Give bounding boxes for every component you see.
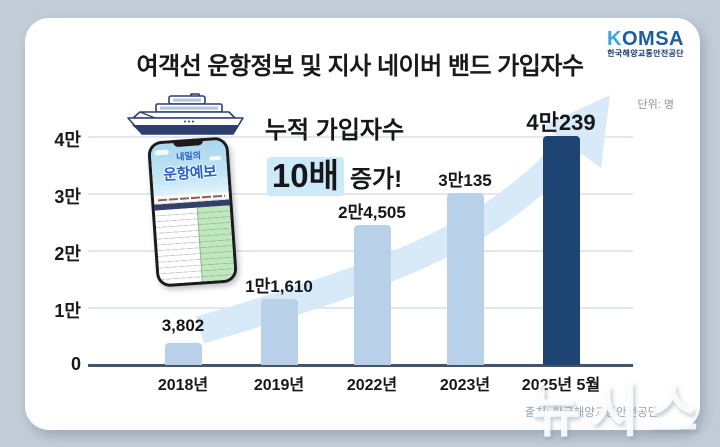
x-axis-label-2019년: 2019년 [253,377,305,394]
x-axis-label-2025년 5월: 2025년 5월 [521,377,601,394]
callout-line1: 누적 가입자수 [264,117,405,144]
bar-2022년 [353,225,391,365]
unit-label: 단위: 명 [637,99,674,111]
y-axis-tick-1만: 1만 [54,301,81,321]
komsa-logo-subtitle: 한국해양교통안전공단 [607,49,684,58]
y-axis-tick-0: 0 [70,354,81,374]
y-axis-tick-3만: 3만 [54,187,81,207]
callout-line2: 10배 증가! [237,149,432,197]
x-axis-line [88,364,633,367]
cloud-icon [209,155,222,161]
y-axis-tick-4만: 4만 [54,130,81,150]
value-label-2018년: 3,802 [161,316,205,335]
komsa-logo-wordmark: KOMSA [607,28,684,50]
page-title: 여객선 운항정보 및 지사 네이버 밴드 가입자수 [136,53,584,80]
phone-schedule-table [154,205,235,285]
bar-2023년 [446,193,484,365]
callout: 누적 가입자수 10배 증가! [237,110,432,197]
x-axis-label-2018년: 2018년 [157,377,209,394]
phone-screen: 내일의 운항예보 [150,139,235,285]
value-label-2025년 5월: 4만239 [526,110,596,135]
value-label-2022년: 2만4,505 [338,203,406,222]
news-agency-watermark: 뉴시스 [531,379,708,444]
x-axis-label-2023년: 2023년 [439,377,491,394]
source-credit: 출처: 한국해양교통안전공단 [525,407,659,419]
phone-app-header: 내일의 운항예보 [150,139,229,197]
callout-highlight: 10배 [266,157,344,196]
komsa-logo: KOMSA 한국해양교통안전공단 [607,28,684,59]
callout-line2-rest: 증가! [349,166,403,193]
ferry-ship-icon [127,93,244,135]
komsa-logo-k: K [607,28,622,50]
cloud-icon [154,149,169,156]
x-axis-label-2022년: 2022년 [346,377,398,394]
bar-2025년 5월 [542,136,580,365]
bar-2019년 [260,299,298,365]
y-axis-tick-2만: 2만 [54,244,81,264]
smartphone-illustration: 내일의 운항예보 [147,136,238,288]
bar-2018년 [164,343,202,365]
phone-app-title-line2: 운항예보 [162,163,217,184]
komsa-logo-omsa: OMSA [622,28,684,50]
